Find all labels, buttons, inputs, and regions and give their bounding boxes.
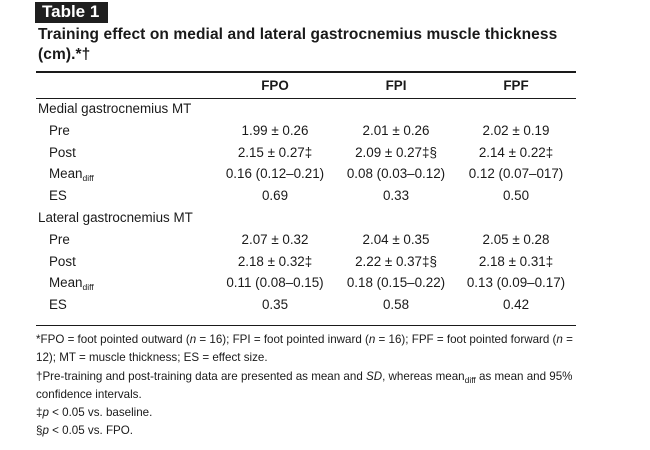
table-row: ES 0.35 0.58 0.42 xyxy=(36,294,576,316)
table-cell: 0.08 (0.03–0.12) xyxy=(346,166,446,182)
footnote-vs-baseline: ‡p < 0.05 vs. baseline. xyxy=(36,406,153,420)
table-cell: 0.42 xyxy=(502,297,530,313)
table-cell: 2.14 ± 0.22‡ xyxy=(478,144,554,160)
bottom-rule xyxy=(36,325,576,326)
table-row: Meandiff 0.16 (0.12–0.21) 0.08 (0.03–0.1… xyxy=(36,163,576,185)
table-cell: 2.02 ± 0.19 xyxy=(482,122,550,138)
table-cell: 0.13 (0.09–0.17) xyxy=(466,275,566,291)
section-heading-row: Lateral gastrocnemius MT xyxy=(36,207,576,229)
row-label: Post xyxy=(49,144,76,160)
data-table: FPO FPI FPF Medial gastrocnemius MT Pre … xyxy=(36,74,576,316)
footnote-abbreviations: *FPO = foot pointed outward (n = 16); FP… xyxy=(36,333,573,365)
table-row: Pre 1.99 ± 0.26 2.01 ± 0.26 2.02 ± 0.19 xyxy=(36,120,576,142)
footnote-data-presentation: †Pre-training and post-training data are… xyxy=(36,369,573,401)
table-cell: 2.18 ± 0.31‡ xyxy=(478,253,554,269)
table-cell: 0.16 (0.12–0.21) xyxy=(225,166,325,182)
table-row: Post 2.18 ± 0.32‡ 2.22 ± 0.37‡§ 2.18 ± 0… xyxy=(36,251,576,273)
top-rule xyxy=(36,71,576,73)
table-cell: 0.33 xyxy=(382,188,410,204)
row-label: Pre xyxy=(49,231,70,247)
row-label: Meandiff xyxy=(49,275,94,293)
header-rule xyxy=(36,98,576,99)
table-label: Table 1 xyxy=(35,2,109,23)
row-label: ES xyxy=(49,297,67,313)
table-cell: 2.22 ± 0.37‡§ xyxy=(355,253,437,269)
table-cell: 2.18 ± 0.32‡ xyxy=(237,253,313,269)
table-cell: 2.01 ± 0.26 xyxy=(362,122,430,138)
header-row: FPO FPI FPF xyxy=(36,74,576,98)
table-cell: 2.07 ± 0.32 xyxy=(241,231,309,247)
row-label: Post xyxy=(49,253,76,269)
table-row: Post 2.15 ± 0.27‡ 2.09 ± 0.27‡§ 2.14 ± 0… xyxy=(36,142,576,164)
table-cell: 2.15 ± 0.27‡ xyxy=(237,144,313,160)
table-cell: 2.09 ± 0.27‡§ xyxy=(355,144,437,160)
footnotes: *FPO = foot pointed outward (n = 16); FP… xyxy=(36,331,581,441)
section-heading-medial: Medial gastrocnemius MT xyxy=(38,101,192,116)
column-header-fpo: FPO xyxy=(261,78,289,93)
table-cell: 0.18 (0.15–0.22) xyxy=(346,275,446,291)
table-title: Training effect on medial and lateral ga… xyxy=(38,26,558,63)
row-label: Pre xyxy=(49,122,70,138)
table-cell: 0.35 xyxy=(261,297,289,313)
table-cell: 0.69 xyxy=(261,188,289,204)
table-row: Meandiff 0.11 (0.08–0.15) 0.18 (0.15–0.2… xyxy=(36,272,576,294)
column-header-fpi: FPI xyxy=(385,78,407,93)
table-cell: 0.50 xyxy=(502,188,530,204)
column-header-fpf: FPF xyxy=(503,78,529,93)
table-cell: 2.05 ± 0.28 xyxy=(482,231,550,247)
table-row: ES 0.69 0.33 0.50 xyxy=(36,185,576,207)
footnote-vs-fpo: §p < 0.05 vs. FPO. xyxy=(36,424,133,438)
section-heading-row: Medial gastrocnemius MT xyxy=(36,98,576,120)
header-blank xyxy=(36,74,214,98)
row-label: ES xyxy=(49,188,67,204)
table-cell: 1.99 ± 0.26 xyxy=(241,122,309,138)
section-heading-lateral: Lateral gastrocnemius MT xyxy=(38,209,193,225)
table-cell: 0.11 (0.08–0.15) xyxy=(226,275,324,291)
table-cell: 2.04 ± 0.35 xyxy=(362,231,430,247)
table-cell: 0.12 (0.07–017) xyxy=(468,166,564,182)
table-cell: 0.58 xyxy=(382,297,410,313)
row-label: Meandiff xyxy=(49,166,94,184)
table-row: Pre 2.07 ± 0.32 2.04 ± 0.35 2.05 ± 0.28 xyxy=(36,229,576,251)
